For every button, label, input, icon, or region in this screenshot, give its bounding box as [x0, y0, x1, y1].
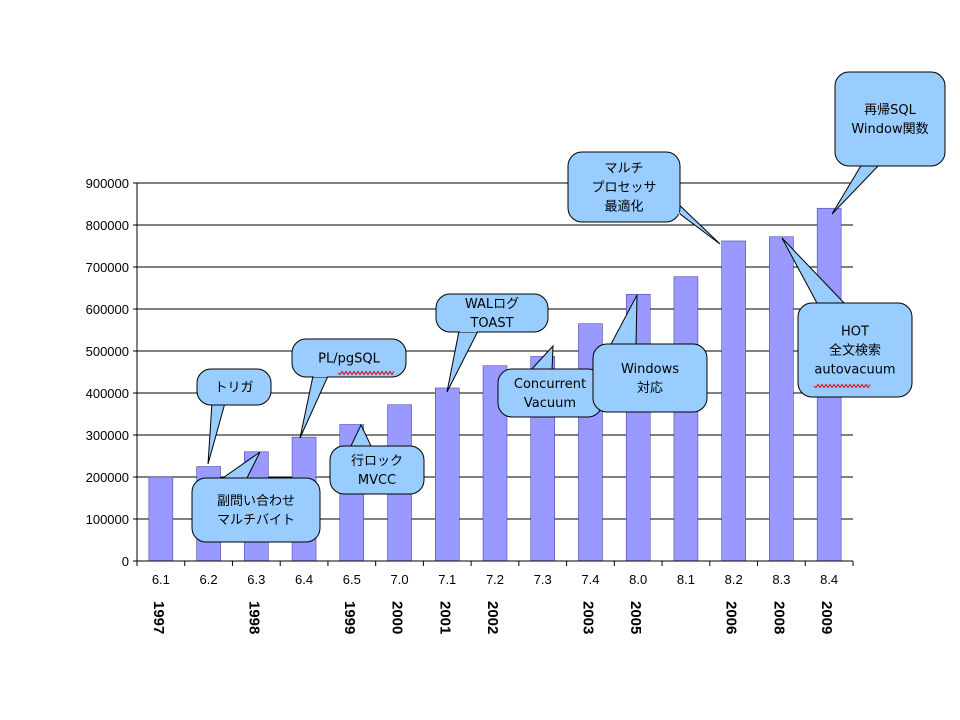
callout-hot: HOT 全文検索 autovacuum	[781, 237, 913, 398]
callout-tail	[831, 163, 882, 215]
callout-text: Concurrent	[514, 377, 586, 392]
callout-text: トリガ	[214, 381, 253, 396]
callout-text: 全文検索	[829, 343, 881, 359]
callout-trigger: トリガ	[196, 368, 272, 465]
y-tick-labels: 0 100000 200000 300000 400000 500000 600000 700…	[86, 176, 129, 569]
callout-box	[191, 477, 321, 543]
x-tick-labels: 6.1 6.2 6.3 6.4 6.5 7.0 7.1 7.2 7.3 7.4 8.0 8.1 8.2 8…	[152, 572, 838, 587]
callout-text: HOT	[841, 325, 869, 340]
y-tick-label: 600000	[86, 302, 129, 317]
callout-box	[291, 338, 407, 378]
callout-text: MVCC	[358, 473, 396, 488]
spellcheck-underline	[337, 370, 395, 376]
callout-text: Windows	[621, 362, 679, 377]
y-tick-label: 900000	[86, 176, 129, 191]
callout-text: 再帰SQL	[864, 102, 916, 118]
callout-text: Window関数	[851, 122, 928, 137]
x-tick-label: 6.1	[152, 572, 170, 587]
bar-8.3	[769, 236, 794, 562]
callout-tail	[299, 375, 329, 439]
year-labels: 1997 1998 1999 2000 2001 2002 2003 2005 2006 2008…	[150, 601, 835, 634]
bar-6.1	[148, 476, 174, 562]
x-tick-label: 8.4	[820, 572, 838, 587]
callout-text: TOAST	[469, 316, 513, 331]
y-tick-label: 0	[122, 554, 129, 569]
callout-text: 最適化	[604, 199, 643, 215]
year-label: 1999	[341, 601, 358, 634]
year-label: 2005	[627, 601, 644, 634]
year-label: 2000	[389, 601, 406, 634]
y-tick-label: 200000	[86, 470, 129, 485]
x-tick-label: 8.2	[725, 572, 743, 587]
year-label: 2008	[770, 601, 787, 634]
y-tick-label: 700000	[86, 260, 129, 275]
callout-text: 副問い合わせ	[217, 494, 295, 509]
x-tick-label: 8.0	[629, 572, 647, 587]
callout-rowlock: 行ロック MVCC	[329, 423, 425, 495]
x-tick-label: 7.0	[390, 572, 408, 587]
callout-box	[196, 368, 272, 406]
x-tick-label: 6.5	[343, 572, 361, 587]
x-tick-label: 8.1	[677, 572, 695, 587]
callout-text: 行ロック	[351, 454, 403, 469]
callout-concurrent: Concurrent Vacuum	[497, 344, 603, 418]
y-tick-label: 300000	[86, 428, 129, 443]
x-tick-label: 7.1	[438, 572, 456, 587]
callout-text: プロセッサ	[591, 181, 656, 196]
callout-seam	[672, 197, 680, 215]
x-tick-label: 8.3	[772, 572, 790, 587]
y-tick-label: 400000	[86, 386, 129, 401]
callout-windows: Windows 対応	[592, 294, 708, 413]
y-tick-label: 800000	[86, 218, 129, 233]
callout-text: autovacuum	[814, 363, 895, 378]
callout-box	[567, 151, 681, 223]
year-label: 2003	[579, 601, 596, 634]
x-tick-label: 6.4	[295, 572, 313, 587]
x-tick-label: 7.4	[581, 572, 599, 587]
year-label: 1998	[245, 601, 262, 634]
callout-text: Vacuum	[524, 396, 576, 411]
callout-recursive: 再帰SQL Window関数	[831, 71, 946, 215]
callout-text: マルチバイト	[217, 513, 295, 528]
callout-box	[592, 343, 708, 413]
bar-7.1	[435, 387, 460, 562]
callout-wal: WALログ TOAST	[435, 293, 549, 393]
callout-tail	[207, 402, 226, 465]
callout-box	[797, 302, 913, 398]
x-tick-label: 6.3	[247, 572, 265, 587]
callout-tail	[446, 330, 479, 393]
bar-8.1	[673, 276, 699, 562]
bar-8.2	[721, 240, 746, 562]
callout-box	[834, 71, 946, 167]
y-tick-label: 500000	[86, 344, 129, 359]
callout-box	[435, 293, 549, 333]
year-label: 1997	[150, 601, 167, 634]
x-tick-label: 6.2	[200, 572, 218, 587]
axes	[136, 183, 854, 566]
year-label: 2009	[818, 601, 835, 634]
callout-plpgsql: PL/pgSQL	[291, 338, 407, 439]
spellcheck-underline	[813, 383, 871, 389]
callout-text: 対応	[637, 381, 663, 396]
x-tick-label: 7.2	[486, 572, 504, 587]
year-label: 2006	[723, 601, 740, 634]
y-tick-label: 100000	[86, 512, 129, 527]
callout-tail	[609, 294, 638, 347]
x-tick-label: 7.3	[534, 572, 552, 587]
year-label: 2002	[484, 601, 501, 634]
callout-text: WALログ	[465, 297, 519, 312]
year-label: 2001	[436, 601, 453, 634]
callout-text: PL/pgSQL	[318, 352, 380, 367]
callout-box	[329, 445, 425, 495]
callout-text: マルチ	[604, 162, 643, 177]
